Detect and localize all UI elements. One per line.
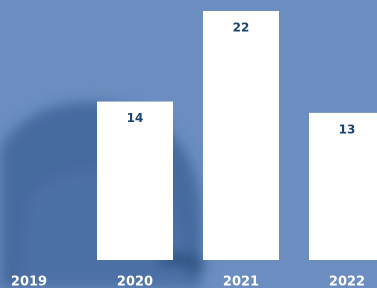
value-label: 22 xyxy=(233,21,250,35)
x-tick-label: 2020 xyxy=(117,275,153,288)
x-tick-label: 2019 xyxy=(11,275,47,288)
bar xyxy=(97,102,173,260)
x-tick-label: 2022 xyxy=(329,275,365,288)
bar xyxy=(203,11,279,260)
chart: 2019 14 2020 22 2021 13 2022 xyxy=(0,0,377,288)
x-tick-label: 2021 xyxy=(223,275,259,288)
value-label: 14 xyxy=(127,111,144,125)
value-label: 13 xyxy=(339,122,356,136)
